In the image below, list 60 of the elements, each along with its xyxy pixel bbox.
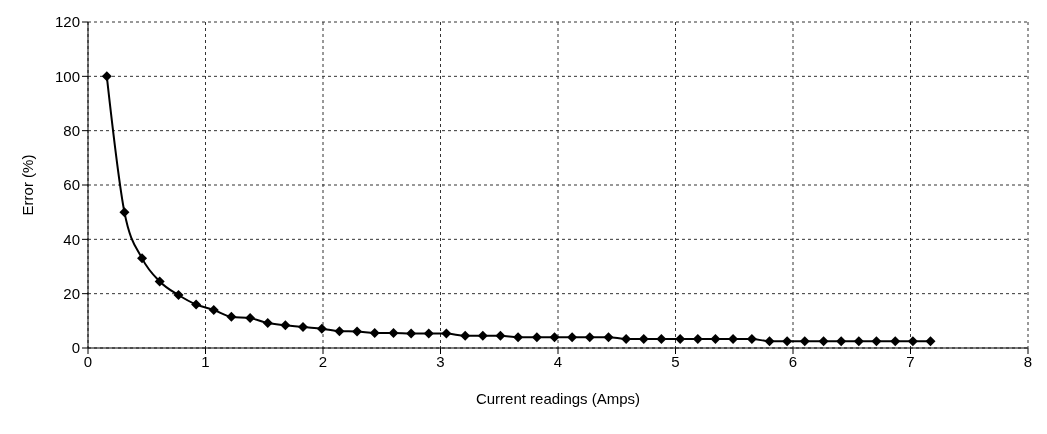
x-tick-label: 4 bbox=[553, 352, 563, 370]
point bbox=[513, 332, 524, 343]
point bbox=[280, 320, 291, 331]
point bbox=[245, 313, 256, 324]
point bbox=[388, 328, 399, 339]
point bbox=[208, 304, 219, 315]
point bbox=[638, 334, 649, 345]
point bbox=[584, 332, 595, 343]
point bbox=[836, 336, 847, 347]
y-tick-label: 80 bbox=[63, 121, 80, 139]
point bbox=[853, 336, 864, 347]
point bbox=[316, 323, 327, 334]
point bbox=[226, 311, 237, 322]
point bbox=[925, 336, 936, 347]
x-tick-label: 7 bbox=[906, 352, 915, 370]
point bbox=[101, 71, 112, 82]
point bbox=[298, 322, 309, 333]
point bbox=[423, 328, 434, 339]
x-tick-label: 1 bbox=[201, 352, 210, 370]
y-tick-label: 60 bbox=[63, 176, 80, 194]
point bbox=[656, 334, 667, 345]
point bbox=[352, 326, 363, 337]
x-tick-label: 5 bbox=[671, 352, 680, 370]
point bbox=[173, 290, 184, 301]
x-tick-label: 3 bbox=[436, 352, 445, 370]
point bbox=[191, 299, 202, 310]
point bbox=[477, 330, 488, 341]
point bbox=[154, 276, 165, 287]
x-tick-label: 0 bbox=[83, 352, 93, 370]
x-tick-label: 2 bbox=[318, 352, 328, 370]
point bbox=[799, 336, 810, 347]
point bbox=[460, 330, 471, 341]
point bbox=[406, 328, 417, 339]
point bbox=[907, 336, 918, 347]
point bbox=[871, 336, 882, 347]
y-tick-label: 20 bbox=[63, 284, 80, 302]
y-tick-label: 40 bbox=[63, 230, 80, 248]
point bbox=[334, 326, 345, 337]
x-tick-label: 8 bbox=[1023, 352, 1033, 370]
point bbox=[531, 332, 542, 343]
point bbox=[137, 253, 148, 264]
point bbox=[764, 336, 775, 347]
point bbox=[818, 336, 829, 347]
point bbox=[495, 330, 506, 341]
point bbox=[441, 328, 452, 339]
y-tick-label: 0 bbox=[71, 339, 80, 357]
point bbox=[603, 332, 614, 343]
point bbox=[549, 332, 560, 343]
x-tick-label: 6 bbox=[788, 352, 798, 370]
point bbox=[262, 318, 273, 329]
y-tick-label: 120 bbox=[54, 13, 80, 31]
point bbox=[710, 334, 721, 345]
x-axis-title: Current readings (Amps) bbox=[475, 390, 641, 407]
y-axis-title: Error (%) bbox=[19, 154, 37, 216]
point bbox=[567, 332, 578, 343]
point bbox=[119, 207, 130, 218]
y-tick-label: 100 bbox=[54, 67, 80, 85]
point bbox=[890, 336, 901, 347]
point bbox=[782, 336, 793, 347]
point bbox=[369, 328, 380, 339]
